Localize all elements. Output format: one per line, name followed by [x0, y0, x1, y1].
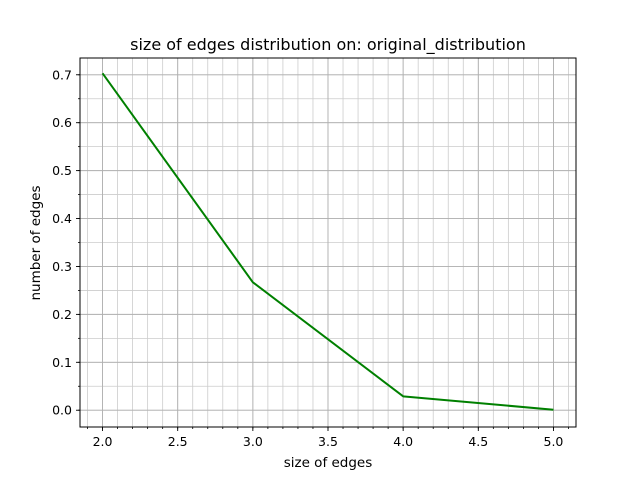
x-tick-label: 3.5	[318, 434, 338, 449]
x-tick-label: 3.0	[243, 434, 263, 449]
axis-ticks: 2.0 2.5 3.0 3.5 4.0 4.5 5.0 0.0 0.1 0.2 0.3 0.4 0.5 0…	[52, 67, 569, 449]
y-tick-label: 0.4	[52, 211, 72, 226]
y-tick-label: 0.7	[52, 67, 72, 82]
data-point	[252, 281, 254, 283]
grid	[80, 58, 576, 427]
data-point	[402, 395, 404, 397]
x-tick-label: 2.5	[168, 434, 188, 449]
x-tick-label: 2.0	[93, 434, 113, 449]
y-tick-label: 0.0	[52, 403, 72, 418]
y-tick-label: 0.1	[52, 355, 72, 370]
x-tick-label: 4.5	[468, 434, 488, 449]
x-tick-label: 4.0	[393, 434, 413, 449]
x-tick-label: 5.0	[544, 434, 564, 449]
x-axis-label: size of edges	[284, 455, 373, 471]
data-series	[101, 72, 554, 411]
data-point	[102, 72, 104, 74]
series-line	[101, 72, 554, 411]
y-axis-label: number of edges	[28, 185, 44, 300]
y-tick-label: 0.5	[52, 163, 72, 178]
y-tick-label: 0.2	[52, 307, 72, 322]
y-tick-label: 0.6	[52, 115, 72, 130]
y-tick-label: 0.3	[52, 259, 72, 274]
chart-title: size of edges distribution on: original_…	[130, 35, 526, 55]
data-point	[552, 409, 554, 411]
